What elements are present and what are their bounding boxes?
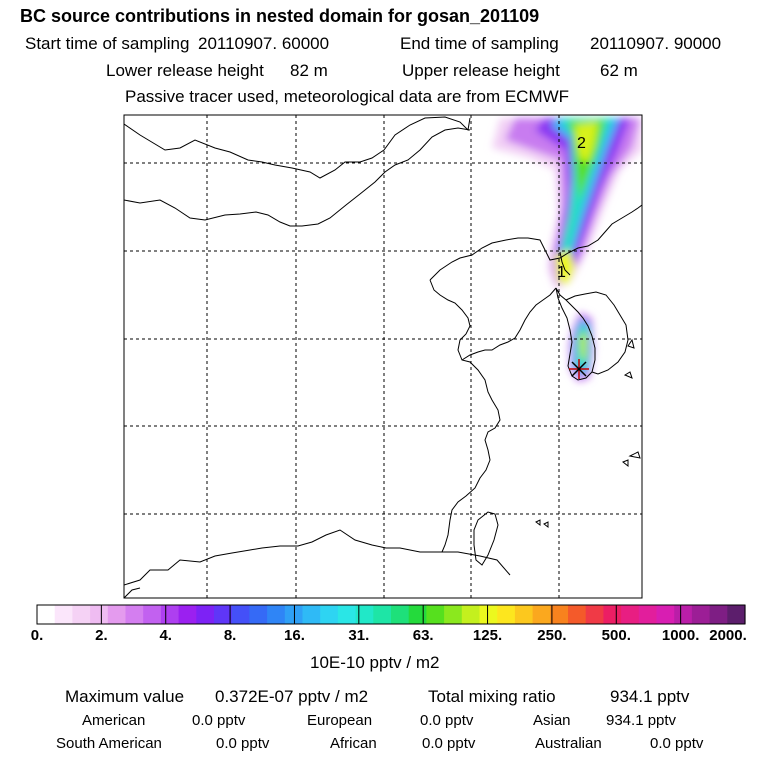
colorbar-label: 500. xyxy=(601,627,631,644)
tracer-note: Passive tracer used, meteorological data… xyxy=(125,87,570,106)
colorbar-label: 250. xyxy=(537,627,567,644)
colorbar-label: 1000. xyxy=(661,627,700,644)
colorbar-border xyxy=(36,604,746,625)
region-name: European xyxy=(307,712,373,729)
colorbar-swatch xyxy=(90,605,109,624)
colorbar-swatch xyxy=(444,605,463,624)
colorbar-swatch xyxy=(550,605,569,624)
colorbar-swatch xyxy=(143,605,162,624)
plume-marker-2: 2 xyxy=(577,135,586,152)
start-time-label: Start time of sampling xyxy=(25,34,190,53)
colorbar-label: 2. xyxy=(95,627,108,644)
colorbar-swatch xyxy=(373,605,392,624)
plume-north xyxy=(492,118,642,290)
colorbar-swatch xyxy=(603,605,622,624)
colorbar-swatch xyxy=(125,605,144,624)
region-name: Asian xyxy=(533,712,571,729)
colorbar xyxy=(36,604,746,625)
region-value: 0.0 pptv xyxy=(650,735,704,752)
region-name: South American xyxy=(56,735,162,752)
colorbar-label: 16. xyxy=(284,627,305,644)
total-mixing-value: 934.1 pptv xyxy=(610,687,690,706)
colorbar-swatch xyxy=(568,605,587,624)
colorbar-swatch xyxy=(249,605,268,624)
colorbar-swatch xyxy=(160,605,180,624)
colorbar-swatch xyxy=(461,605,481,624)
start-time-value: 20110907. 60000 xyxy=(198,34,330,53)
colorbar-swatch xyxy=(391,605,410,624)
colorbar-units: 10E-10 pptv / m2 xyxy=(310,653,440,672)
colorbar-swatch xyxy=(337,605,357,624)
colorbar-label: 8. xyxy=(223,627,237,644)
map-frame xyxy=(123,114,643,599)
colorbar-swatch xyxy=(302,605,321,624)
colorbar-swatch xyxy=(267,605,286,624)
colorbar-swatch xyxy=(214,605,233,624)
colorbar-swatch xyxy=(426,605,445,624)
colorbar-swatch xyxy=(532,605,551,624)
region-name: African xyxy=(330,735,377,752)
colorbar-swatch xyxy=(107,605,127,624)
region-value: 0.0 pptv xyxy=(422,735,476,752)
colorbar-swatch xyxy=(355,605,374,624)
colorbar-swatch xyxy=(231,605,250,624)
region-value: 0.0 pptv xyxy=(192,712,246,729)
receptor-star-icon xyxy=(569,359,589,379)
colorbar-swatch xyxy=(674,605,693,624)
upper-height-value: 62 m xyxy=(600,61,638,80)
region-value: 0.0 pptv xyxy=(420,712,474,729)
lower-height-label: Lower release height xyxy=(106,61,264,80)
max-value-value: 0.372E-07 pptv / m2 xyxy=(215,687,369,706)
colorbar-label: 2000. xyxy=(709,627,747,644)
region-value: 0.0 pptv xyxy=(216,735,270,752)
colorbar-swatch xyxy=(284,605,304,624)
upper-height-label: Upper release height xyxy=(402,61,560,80)
colorbar-label: 0. xyxy=(30,627,44,644)
max-value-label: Maximum value xyxy=(65,687,185,706)
region-value: 934.1 pptv xyxy=(606,712,677,729)
colorbar-swatch xyxy=(514,605,534,624)
colorbar-swatch xyxy=(479,605,498,624)
lower-height-value: 82 m xyxy=(290,61,328,80)
colorbar-swatch xyxy=(320,605,339,624)
colorbar-label: 4. xyxy=(159,627,172,644)
colorbar-swatch xyxy=(54,605,73,624)
colorbar-swatch xyxy=(638,605,658,624)
colorbar-swatch xyxy=(178,605,197,624)
coastlines xyxy=(124,116,642,598)
colorbar-label: 31. xyxy=(348,627,370,644)
colorbar-swatch xyxy=(709,605,728,624)
colorbar-swatch xyxy=(691,605,711,624)
plume-marker-1: 1 xyxy=(557,264,566,281)
end-time-label: End time of sampling xyxy=(400,34,559,53)
colorbar-swatch xyxy=(196,605,215,624)
figure-title: BC source contributions in nested domain… xyxy=(20,6,540,26)
region-name: American xyxy=(82,712,146,729)
colorbar-swatch xyxy=(621,605,640,624)
end-time-value: 20110907. 90000 xyxy=(590,34,722,53)
colorbar-label: 63. xyxy=(412,627,434,644)
colorbar-swatch xyxy=(656,605,675,624)
plume-south xyxy=(569,312,594,382)
region-name: Australian xyxy=(535,735,602,752)
grid-lines xyxy=(124,115,642,598)
colorbar-swatch xyxy=(497,605,516,624)
colorbar-swatch xyxy=(727,605,746,624)
colorbar-label: 125. xyxy=(472,627,503,644)
colorbar-swatch xyxy=(72,605,91,624)
colorbar-swatch xyxy=(585,605,604,624)
total-mixing-label: Total mixing ratio xyxy=(428,687,556,706)
colorbar-swatch xyxy=(408,605,427,624)
colorbar-swatch xyxy=(37,605,56,624)
